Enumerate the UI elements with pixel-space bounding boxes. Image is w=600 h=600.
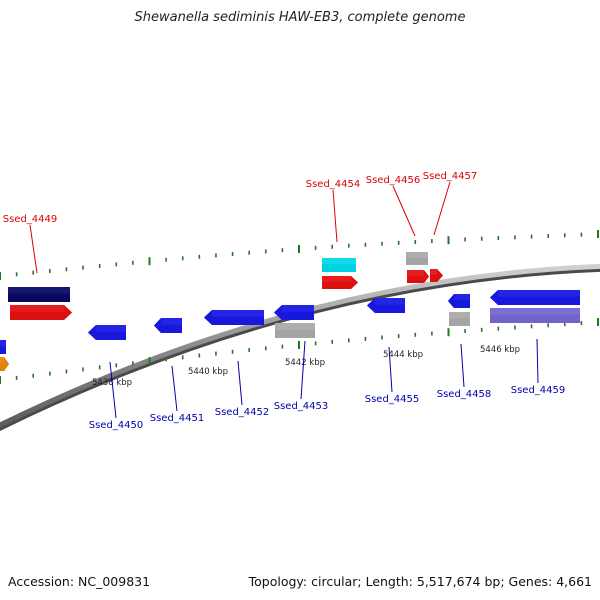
scale-label: 5444 kbp — [383, 350, 423, 360]
other-feature-arrow-body — [0, 357, 9, 371]
forward-gene-label-leader — [332, 189, 338, 243]
reverse-gene-arrow — [448, 294, 470, 308]
other-feature-arrow-body — [322, 258, 356, 272]
accession-text: Accession: NC_009831 — [8, 574, 151, 589]
scale-label: 5440 kbp — [188, 367, 228, 377]
reverse-gene-arrow-body — [88, 325, 126, 340]
reverse-gene-arrow-body — [204, 310, 264, 325]
reverse-gene-label-leader — [388, 346, 393, 393]
other-feature-arrow-body — [490, 308, 580, 323]
reverse-gene-arrow-body — [448, 294, 470, 308]
forward-gene-label-leader — [433, 181, 451, 236]
reverse-gene-label-leader — [460, 343, 465, 388]
other-feature-arrow-body — [8, 287, 70, 302]
forward-gene-arrow-body — [407, 270, 429, 283]
forward-gene-arrow — [10, 305, 72, 320]
reverse-gene-label-leader — [300, 340, 306, 400]
other-feature-arrow — [406, 252, 428, 265]
other-feature-arrow-body — [406, 252, 428, 265]
forward-gene-label: Ssed_4454 — [306, 179, 361, 190]
forward-gene-arrow-body — [430, 269, 443, 282]
reverse-gene-label-leader — [171, 365, 178, 412]
other-feature-arrow — [0, 340, 6, 354]
forward-gene-arrow — [430, 269, 443, 282]
forward-gene-label: Ssed_4456 — [366, 175, 421, 186]
other-feature-arrow-body — [449, 312, 470, 326]
other-feature-arrow — [449, 312, 470, 326]
reverse-gene-label: Ssed_4450 — [89, 420, 144, 431]
other-feature-arrow — [275, 323, 315, 338]
reverse-gene-arrow — [204, 310, 264, 325]
reverse-gene-arrow — [154, 318, 182, 333]
forward-gene-arrow — [407, 270, 429, 283]
forward-gene-arrow-body — [322, 276, 358, 289]
scale-label: 5442 kbp — [285, 358, 325, 368]
reverse-gene-label: Ssed_4451 — [150, 413, 205, 424]
reverse-gene-label: Ssed_4452 — [215, 407, 270, 418]
reverse-gene-label: Ssed_4455 — [365, 394, 420, 405]
reverse-gene-label-leader — [109, 361, 117, 419]
forward-gene-label: Ssed_4457 — [423, 171, 478, 182]
other-feature-arrow — [0, 357, 9, 371]
other-feature-arrow — [490, 308, 580, 323]
reverse-gene-arrow — [367, 298, 405, 313]
forward-gene-label-leader — [29, 224, 38, 274]
reverse-gene-label-leader — [237, 360, 243, 406]
other-feature-arrow — [322, 258, 356, 272]
scale-label: 5446 kbp — [480, 345, 520, 355]
reverse-gene-label: Ssed_4458 — [437, 389, 492, 400]
reverse-gene-arrow — [88, 325, 126, 340]
reverse-gene-arrow — [490, 290, 580, 305]
reverse-gene-label: Ssed_4453 — [274, 401, 329, 412]
reverse-gene-arrow — [274, 305, 314, 320]
reverse-gene-arrow-body — [274, 305, 314, 320]
tick-layer — [0, 230, 599, 384]
reverse-gene-arrow-body — [367, 298, 405, 313]
map-title: Shewanella sediminis HAW-EB3, complete g… — [134, 10, 466, 25]
other-feature-arrow — [8, 287, 70, 302]
genome-summary-text: Topology: circular; Length: 5,517,674 bp… — [248, 574, 592, 589]
other-feature-arrow-body — [0, 340, 6, 354]
reverse-gene-label: Ssed_4459 — [511, 385, 566, 396]
forward-gene-arrow — [322, 276, 358, 289]
forward-gene-arrow-body — [10, 305, 72, 320]
forward-gene-label-leader — [392, 185, 416, 237]
forward-gene-label: Ssed_4449 — [3, 214, 58, 225]
reverse-gene-label-leader — [536, 338, 539, 384]
reverse-gene-arrow-body — [490, 290, 580, 305]
feature-layer — [0, 252, 580, 371]
reverse-gene-arrow-body — [154, 318, 182, 333]
other-feature-arrow-body — [275, 323, 315, 338]
